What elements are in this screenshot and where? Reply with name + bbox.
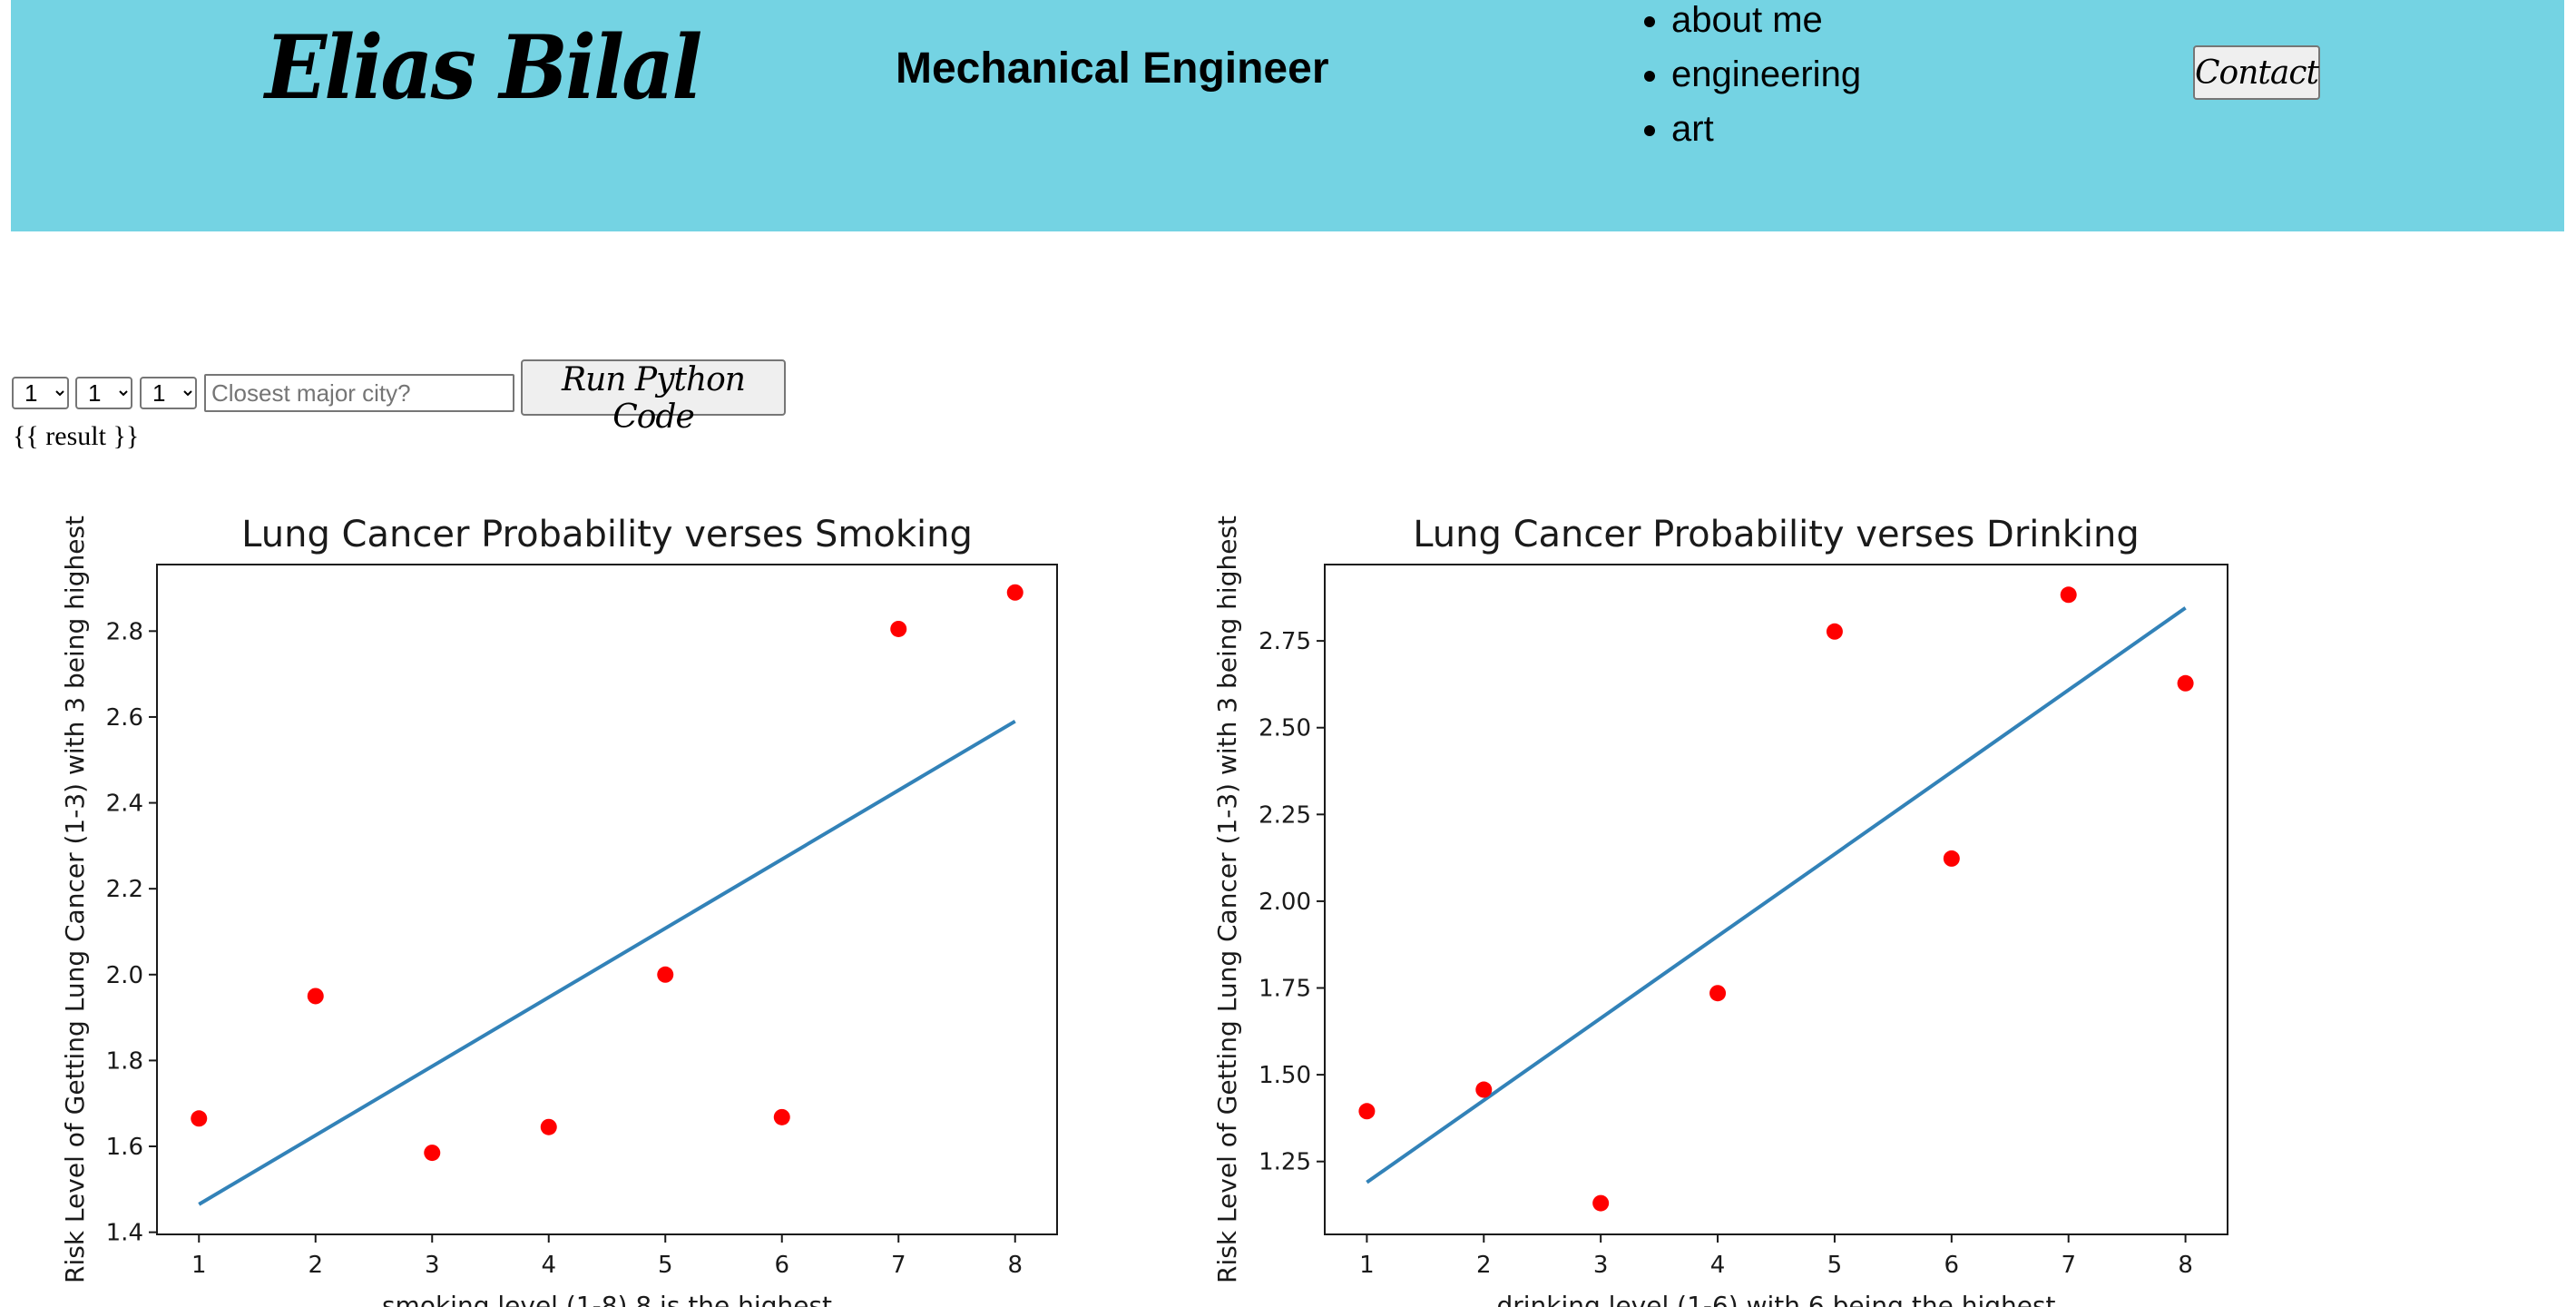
data-point: [424, 1145, 441, 1162]
data-point: [1709, 985, 1727, 1002]
y-tick-label: 2.0: [106, 962, 143, 989]
x-tick-label: 3: [1593, 1252, 1609, 1279]
y-tick-label: 2.50: [1259, 715, 1311, 742]
x-tick-label: 7: [891, 1252, 906, 1279]
smoking-chart: Lung Cancer Probability verses Smoking 1 2…: [60, 514, 1058, 1307]
main-nav: about me engineering art: [1635, 0, 1861, 156]
y-axis-label: Risk Level of Getting Lung Cancer (1-3) …: [60, 516, 90, 1283]
y-axis-label: Risk Level of Getting Lung Cancer (1-3) …: [1212, 516, 1242, 1283]
y-tick-label: 1.4: [106, 1220, 143, 1247]
x-axis-label: drinking level (1-6) with 6 being the hi…: [1496, 1291, 2055, 1307]
regression-line: [1366, 606, 2187, 1184]
data-point: [307, 988, 324, 1005]
nav-link-art[interactable]: art: [1671, 109, 1714, 149]
data-point: [1475, 1081, 1493, 1098]
x-tick-label: 1: [191, 1252, 207, 1279]
data-point: [2060, 586, 2077, 604]
nav-link-about-me[interactable]: about me: [1671, 0, 1823, 40]
run-python-button[interactable]: Run Python Code: [521, 359, 786, 436]
third-level-select[interactable]: 1: [140, 377, 197, 409]
x-tick-label: 3: [425, 1252, 440, 1279]
x-tick-label: 2: [308, 1252, 323, 1279]
data-point: [191, 1110, 208, 1127]
x-tick-label: 5: [658, 1252, 673, 1279]
contact-button[interactable]: Contact: [2193, 45, 2320, 100]
y-tick-label: 2.8: [106, 618, 143, 645]
y-tick-label: 1.50: [1259, 1062, 1311, 1089]
drinking-chart: Lung Cancer Probability verses Drinking 1…: [1212, 514, 2228, 1307]
data-point: [540, 1118, 557, 1135]
x-axis-label: smoking level (1-8) 8 is the highest: [382, 1291, 832, 1307]
x-tick-label: 6: [1944, 1252, 1960, 1279]
regression-line: [198, 719, 1016, 1206]
y-tick-label: 2.25: [1259, 801, 1311, 829]
plot-frame: [1324, 564, 2228, 1235]
y-tick-label: 2.75: [1259, 628, 1311, 655]
drinking-level-select[interactable]: 1: [75, 377, 132, 409]
y-tick-label: 1.75: [1259, 976, 1311, 1003]
nav-link-engineering[interactable]: engineering: [1671, 54, 1862, 94]
nav-item-art: art: [1671, 102, 1861, 156]
site-header: Elias Bilal Mechanical Engineer about me…: [11, 0, 2564, 231]
data-point: [1358, 1103, 1376, 1120]
site-logo[interactable]: Elias Bilal: [265, 16, 702, 119]
nav-item-about-me: about me: [1671, 0, 1861, 47]
result-text: {{ result }}: [13, 421, 140, 451]
data-point: [657, 966, 674, 983]
y-tick-label: 1.8: [106, 1047, 143, 1075]
data-point: [1592, 1194, 1610, 1212]
x-tick-label: 4: [541, 1252, 556, 1279]
x-tick-label: 8: [1007, 1252, 1023, 1279]
y-tick-label: 2.4: [106, 791, 143, 818]
x-tick-label: 5: [1827, 1252, 1843, 1279]
x-tick-label: 4: [1710, 1252, 1726, 1279]
x-tick-label: 2: [1476, 1252, 1492, 1279]
chart-title: Lung Cancer Probability verses Drinking: [1413, 514, 2140, 555]
city-input[interactable]: [204, 374, 514, 412]
x-tick-label: 1: [1359, 1252, 1375, 1279]
chart-title: Lung Cancer Probability verses Smoking: [241, 514, 973, 555]
data-point: [2177, 674, 2194, 692]
site-tagline: Mechanical Engineer: [896, 44, 1329, 93]
x-tick-label: 6: [774, 1252, 789, 1279]
data-point: [1006, 584, 1024, 601]
data-point: [1943, 850, 1960, 867]
data-point: [1826, 623, 1843, 640]
data-point: [890, 620, 907, 637]
data-point: [773, 1108, 790, 1125]
x-tick-label: 8: [2178, 1252, 2193, 1279]
y-tick-label: 2.00: [1259, 889, 1311, 916]
x-tick-label: 7: [2061, 1252, 2076, 1279]
nav-item-engineering: engineering: [1671, 47, 1861, 102]
y-tick-label: 2.6: [106, 704, 143, 732]
smoking-level-select[interactable]: 1: [12, 377, 69, 409]
y-tick-label: 1.25: [1259, 1149, 1311, 1176]
y-tick-label: 2.2: [106, 876, 143, 903]
plot-frame: [156, 564, 1058, 1235]
y-tick-label: 1.6: [106, 1134, 143, 1161]
